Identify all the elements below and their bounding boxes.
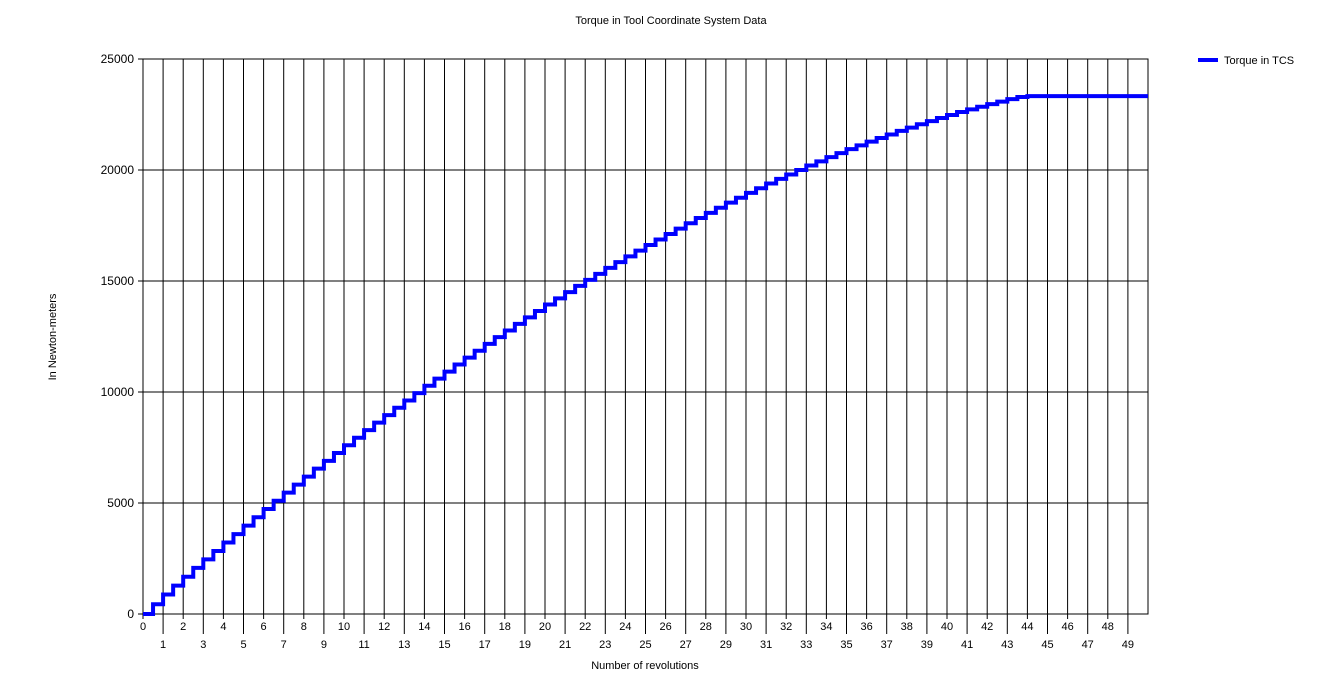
x-tick-label: 11 <box>358 639 369 651</box>
x-tick-label: 1 <box>160 639 166 651</box>
x-tick-label: 17 <box>479 639 491 651</box>
x-tick-label: 25 <box>639 639 651 651</box>
x-tick-label: 34 <box>820 621 832 633</box>
series-line-torque-in-tcs <box>143 94 1148 616</box>
x-tick-label: 9 <box>321 639 327 651</box>
x-tick-label: 30 <box>740 621 752 633</box>
x-tick-label: 37 <box>881 639 893 651</box>
y-axis-label: In Newton-meters <box>47 293 59 380</box>
x-tick-label: 8 <box>301 621 307 633</box>
x-tick-label: 28 <box>700 621 712 633</box>
x-tick-label: 35 <box>840 639 852 651</box>
x-tick-label: 39 <box>921 639 933 651</box>
x-tick-label: 2 <box>180 621 186 633</box>
y-axis-ticks: 0 5000 10000 15000 20000 25000 <box>101 52 143 621</box>
x-tick-label: 46 <box>1061 621 1073 633</box>
x-tick-label: 43 <box>1001 639 1013 651</box>
x-tick-label: 5 <box>240 639 246 651</box>
x-tick-label: 4 <box>220 621 226 633</box>
x-tick-label: 14 <box>418 621 430 633</box>
x-tick-label: 15 <box>438 639 450 651</box>
x-tick-label: 6 <box>261 621 267 633</box>
x-tick-label: 32 <box>780 621 792 633</box>
x-axis-label: Number of revolutions <box>591 660 699 672</box>
x-tick-label: 31 <box>760 639 772 651</box>
y-tick-label: 0 <box>127 607 134 621</box>
x-tick-label: 47 <box>1082 639 1094 651</box>
x-tick-label: 45 <box>1041 639 1053 651</box>
x-axis-ticks: 0123456789101112131415161718192021222324… <box>140 614 1134 651</box>
x-tick-label: 13 <box>398 639 410 651</box>
legend-label: Torque in TCS <box>1224 55 1294 67</box>
x-tick-label: 26 <box>659 621 671 633</box>
x-tick-label: 12 <box>378 621 390 633</box>
x-tick-label: 23 <box>599 639 611 651</box>
y-tick-label: 10000 <box>101 385 135 399</box>
y-tick-label: 15000 <box>101 274 135 288</box>
x-tick-label: 21 <box>559 639 571 651</box>
grid-lines <box>142 58 1148 615</box>
x-tick-label: 40 <box>941 621 953 633</box>
x-tick-label: 3 <box>200 639 206 651</box>
x-tick-label: 20 <box>539 621 551 633</box>
x-tick-label: 29 <box>720 639 732 651</box>
x-tick-label: 22 <box>579 621 591 633</box>
x-tick-label: 49 <box>1122 639 1134 651</box>
legend: Torque in TCS <box>1198 55 1294 67</box>
x-tick-label: 36 <box>860 621 872 633</box>
x-tick-label: 19 <box>519 639 531 651</box>
y-tick-label: 25000 <box>101 52 135 66</box>
x-tick-label: 7 <box>281 639 287 651</box>
x-tick-label: 33 <box>800 639 812 651</box>
x-tick-label: 42 <box>981 621 993 633</box>
x-tick-label: 38 <box>901 621 913 633</box>
x-tick-label: 16 <box>458 621 470 633</box>
x-tick-label: 48 <box>1102 621 1114 633</box>
y-tick-label: 20000 <box>101 163 135 177</box>
y-tick-label: 5000 <box>107 496 134 510</box>
x-tick-label: 24 <box>619 621 631 633</box>
x-tick-label: 44 <box>1021 621 1033 633</box>
x-tick-label: 41 <box>961 639 973 651</box>
x-tick-label: 10 <box>338 621 350 633</box>
chart-title: Torque in Tool Coordinate System Data <box>575 15 767 27</box>
x-tick-label: 0 <box>140 621 146 633</box>
x-tick-label: 27 <box>680 639 692 651</box>
x-tick-label: 18 <box>499 621 511 633</box>
